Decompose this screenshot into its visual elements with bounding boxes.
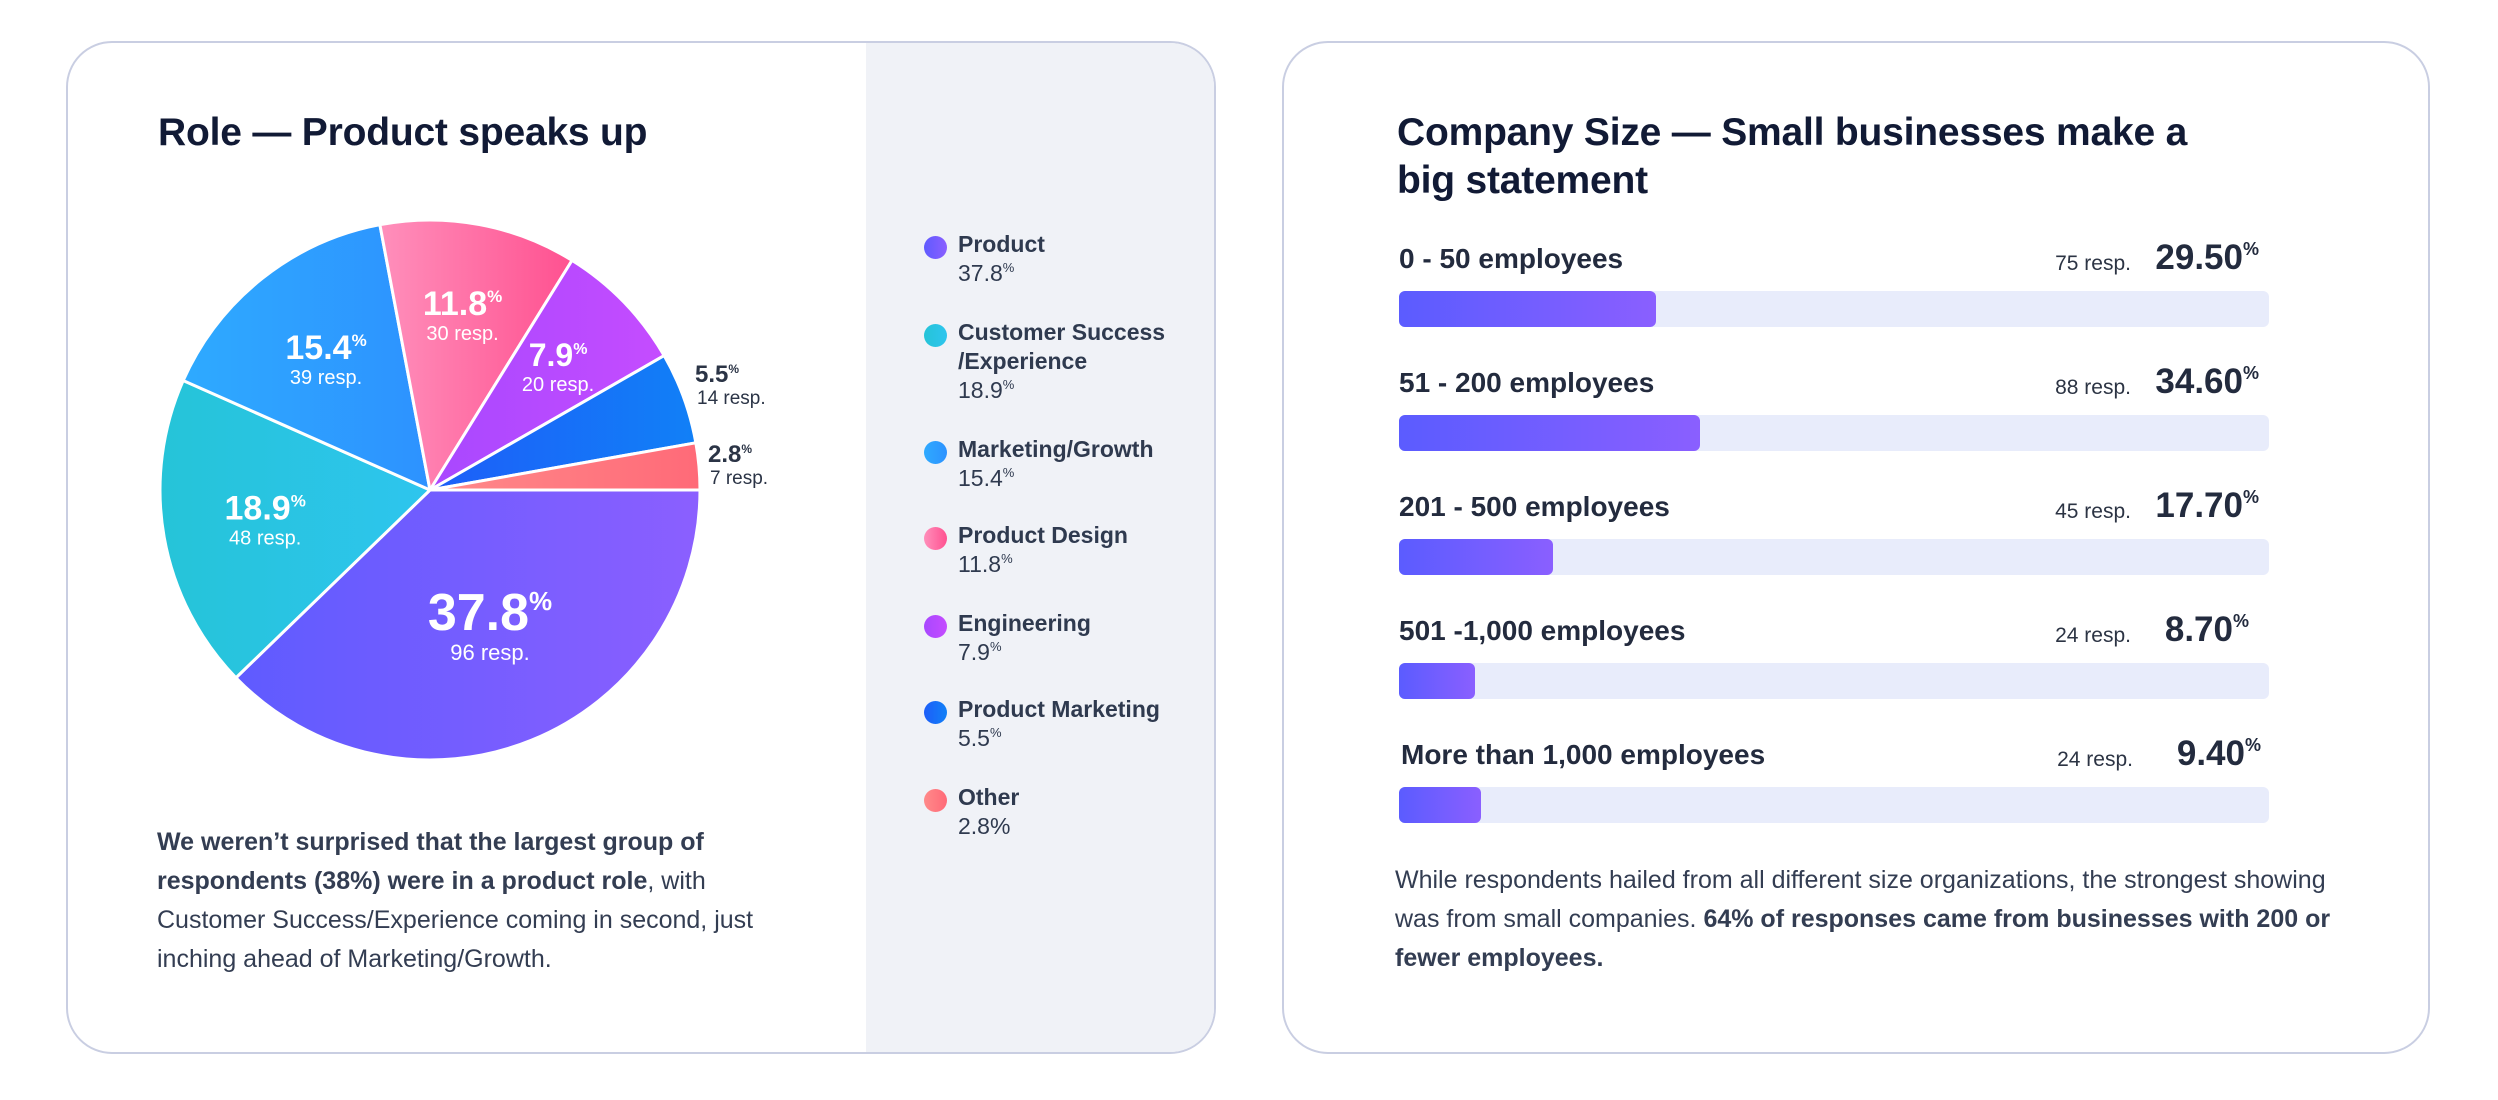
bar-category-label: More than 1,000 employees	[1401, 739, 1766, 770]
bar-responses-label: 88 resp.	[2055, 376, 2131, 399]
bar-value-label: 34.60%	[2155, 362, 2259, 401]
bar-value-label: 9.40%	[2176, 734, 2261, 773]
role-description-bold: We weren’t surprised that the largest gr…	[157, 828, 704, 895]
legend-swatch-icon	[924, 527, 947, 550]
bar-fill	[1399, 415, 1700, 451]
bar-responses-label: 45 resp.	[2055, 500, 2131, 523]
legend-label: Product	[958, 231, 1045, 257]
legend-swatch-icon	[924, 324, 947, 347]
size-description-bold: 64% of responses came from businesses wi…	[1395, 905, 2331, 972]
size-description-plain: While respondents hailed from all differ…	[1395, 866, 2326, 933]
pie-pct-label-other: 2.8%	[708, 441, 752, 468]
legend-value: 37.8%	[958, 260, 1015, 286]
role-pie-chart: 37.8%96 resp. 18.9%48 resp. 15.4%39 resp. 1…	[158, 218, 768, 762]
legend-panel	[866, 43, 1214, 1052]
bar-category-label: 501 -1,000 employees	[1399, 615, 1686, 646]
pie-pct-label-engineering: 7.9%	[529, 337, 588, 373]
pie-resp-label-marketing-growth: 39 resp.	[290, 367, 362, 389]
company-size-chart-title: Company Size — Small businesses make a b…	[1397, 111, 2188, 202]
pie-resp-label-product-design: 30 resp.	[426, 323, 498, 345]
bar-track	[1399, 539, 2269, 575]
role-description: We weren’t surprised that the largest gr…	[157, 823, 797, 979]
bar-value-label: 17.70%	[2155, 486, 2259, 525]
pie-pct-label-product-design: 11.8%	[423, 285, 502, 323]
legend-label: Customer Success/Experience	[958, 319, 1166, 374]
bar-value-label: 29.50%	[2155, 238, 2259, 277]
bar-fill	[1399, 663, 1475, 699]
pie-slice-engineering	[428, 258, 666, 492]
bar-row-501-1-000-employees: 501 -1,000 employees 24 resp. 8.70%	[1399, 610, 2271, 724]
legend-value: 15.4%	[958, 465, 1015, 491]
pie-resp-label-customer-success-experience: 48 resp.	[229, 527, 301, 549]
pie-resp-label-other: 7 resp.	[710, 468, 768, 489]
bar-fill	[1399, 291, 1656, 327]
bar-row-0-50-employees: 0 - 50 employees 75 resp. 29.50%	[1399, 238, 2271, 352]
pie-slice-other	[428, 441, 702, 492]
legend-label: Other	[958, 784, 1020, 810]
pie-slice-product	[234, 488, 702, 762]
bar-fill	[1399, 539, 1553, 575]
legend-value: 2.8%	[958, 813, 1011, 839]
bar-value-label: 8.70%	[2164, 610, 2249, 649]
bar-track	[1399, 663, 2269, 699]
legend-swatch-icon	[924, 789, 947, 812]
pie-slice-marketing-growth	[181, 223, 432, 492]
bar-row-51-200-employees: 51 - 200 employees 88 resp. 34.60%	[1399, 362, 2271, 476]
pie-resp-label-product-marketing: 14 resp.	[697, 388, 766, 409]
bar-category-label: 0 - 50 employees	[1399, 243, 1624, 274]
bar-responses-label: 24 resp.	[2057, 748, 2133, 771]
legend-label: Marketing/Growth	[958, 436, 1154, 462]
role-description-rest: , with Customer Success/Experience comin…	[157, 867, 754, 973]
role-chart-title: Role — Product speaks up	[158, 111, 648, 154]
legend-value: 5.5%	[958, 725, 1002, 751]
pie-resp-label-product: 96 resp.	[450, 640, 530, 665]
pie-pct-label-customer-success-experience: 18.9%	[225, 489, 306, 527]
legend-swatch-icon	[924, 236, 947, 259]
pie-slice-customer-success-experience	[158, 379, 432, 680]
pie-pct-label-marketing-growth: 15.4%	[285, 329, 366, 367]
legend-value: 11.8%	[958, 551, 1013, 577]
legend-value: 18.9%	[958, 377, 1015, 403]
bar-responses-label: 75 resp.	[2055, 252, 2131, 275]
company-size-description: While respondents hailed from all differ…	[1395, 861, 2375, 978]
bar-row-201-500-employees: 201 - 500 employees 45 resp. 17.70%	[1399, 486, 2271, 600]
pie-resp-label-engineering: 20 resp.	[522, 374, 594, 396]
pie-slice-product-design	[378, 218, 574, 492]
legend-swatch-icon	[924, 701, 947, 724]
pie-pct-label-product: 37.8%	[428, 584, 552, 642]
bar-fill	[1399, 787, 1481, 823]
pie-pct-label-product-marketing: 5.5%	[695, 361, 739, 388]
legend-label: Product Marketing	[958, 696, 1160, 722]
company-size-card: Company Size — Small businesses make a b…	[1282, 41, 2430, 1054]
legend-label: Product Design	[958, 522, 1128, 548]
bar-responses-label: 24 resp.	[2055, 624, 2131, 647]
legend-value: 7.9%	[958, 639, 1002, 665]
bar-track	[1399, 291, 2269, 327]
bar-category-label: 51 - 200 employees	[1399, 367, 1655, 398]
legend-label: Engineering	[958, 610, 1091, 636]
role-card: Role — Product speaks up 37.8% 96 resp. 18…	[66, 41, 1216, 1054]
legend-swatch-icon	[924, 441, 947, 464]
legend-swatch-icon	[924, 615, 947, 638]
bar-row-more-than-1-000-employees: More than 1,000 employees 24 resp. 9.40%	[1399, 734, 2273, 848]
bar-track	[1399, 787, 2269, 823]
bar-track	[1399, 415, 2269, 451]
bar-category-label: 201 - 500 employees	[1399, 491, 1670, 522]
